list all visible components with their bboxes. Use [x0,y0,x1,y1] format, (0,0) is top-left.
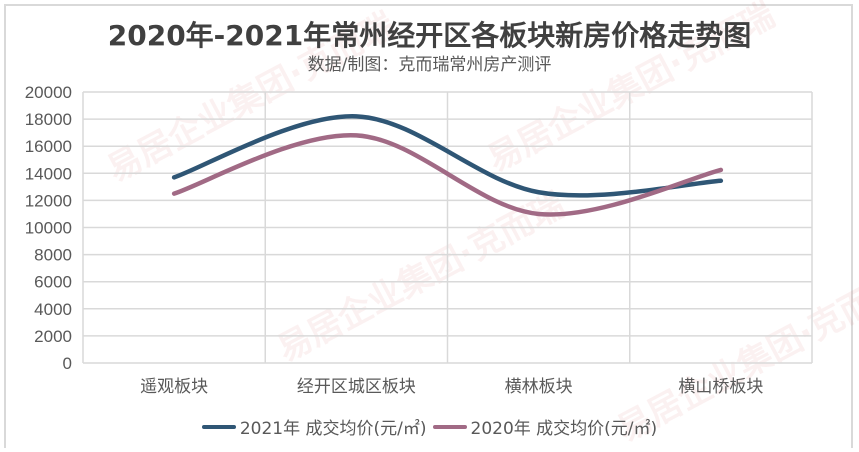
y-tick-label: 16000 [25,137,72,156]
x-tick-label: 横林板块 [505,377,573,397]
x-tick-label: 经开区城区板块 [297,377,416,397]
legend-label-2021: 2021年 成交均价(元/㎡) [239,419,427,439]
gridlines [82,91,813,364]
x-tick-label: 遥观板块 [140,377,208,397]
chart-subtitle: 数据/制图：克而瑞常州房产测评 [307,55,552,75]
legend-swatch-2020 [432,424,467,429]
y-tick-label: 14000 [25,164,72,183]
y-tick-label: 2000 [34,327,72,346]
legend-item-2020: 2020年 成交均价(元/㎡) [432,414,658,439]
x-tick-label: 横山桥板块 [678,377,763,397]
y-tick-label: 6000 [34,273,72,292]
legend: 2021年 成交均价(元/㎡) 2020年 成交均价(元/㎡) [0,414,859,439]
y-tick-label: 8000 [34,246,72,265]
y-tick-label: 4000 [34,300,72,319]
chart-frame [4,4,853,448]
legend-swatch-2021 [201,424,236,429]
y-tick-label: 0 [63,354,72,373]
series-line-2020 [171,133,724,217]
series-line-2021 [171,114,724,198]
series-lines [171,114,724,217]
legend-item-2021: 2021年 成交均价(元/㎡) [201,414,427,439]
y-tick-label: 12000 [25,191,72,210]
y-tick-label: 20000 [25,83,72,102]
x-axis: 遥观板块 经开区城区板块 横林板块 横山桥板块 [140,377,763,397]
y-tick-label: 10000 [25,219,72,238]
legend-label-2020: 2020年 成交均价(元/㎡) [470,419,658,439]
chart-title: 2020年-2021年常州经开区各板块新房价格走势图 [107,19,752,52]
y-tick-label: 18000 [25,110,72,129]
y-axis: 0 2000 4000 6000 8000 10000 12000 14000 16000 180… [25,83,72,373]
